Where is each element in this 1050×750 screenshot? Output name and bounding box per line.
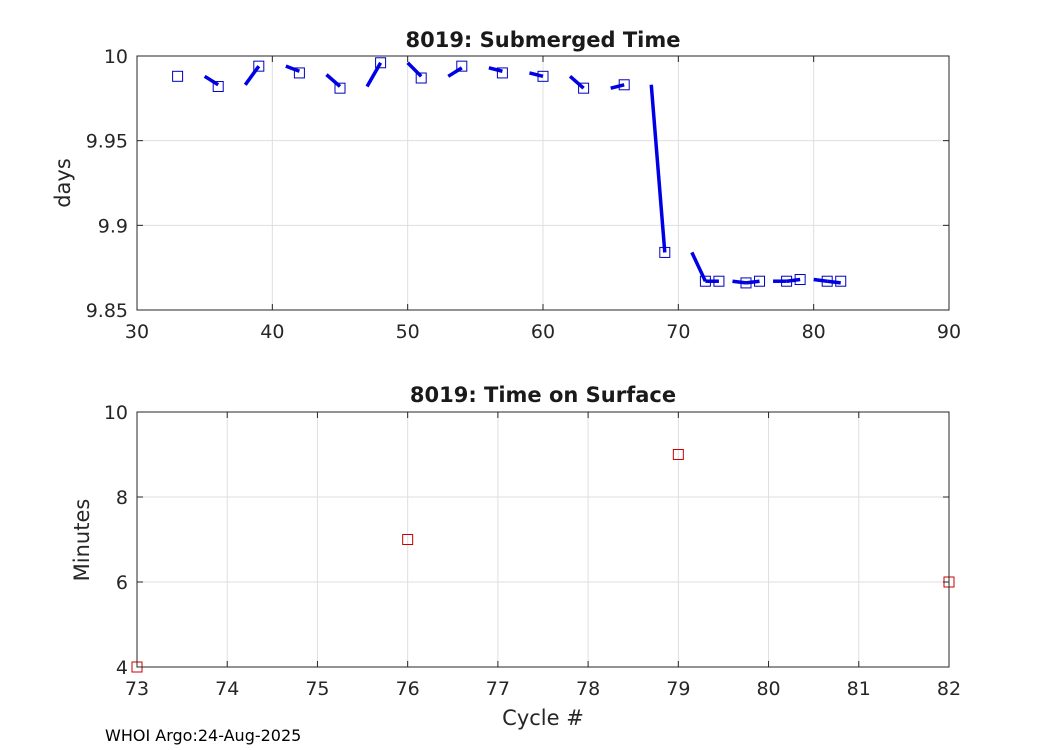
submerged-data-point bbox=[496, 67, 508, 79]
submerged-x-tick-label: 60 bbox=[531, 321, 555, 343]
surface-time-chart: 73 74 75 76 77 78 79 80 81 82 4 6 8 10 8019: Time on… bbox=[70, 383, 961, 730]
submerged-x-tick-label: 40 bbox=[260, 321, 284, 343]
submerged-trend-segment bbox=[325, 73, 342, 88]
submerged-trend-segment bbox=[745, 279, 760, 285]
submerged-data-point bbox=[740, 277, 752, 289]
submerged-y-tick-label: 9.95 bbox=[86, 131, 128, 153]
submerged-y-axis-label: days bbox=[51, 158, 75, 208]
surface-axes-box bbox=[136, 411, 950, 668]
surface-x-tick-label: 75 bbox=[305, 678, 329, 700]
submerged-data-point bbox=[713, 275, 725, 287]
surface-data-point bbox=[672, 449, 684, 460]
submerged-data-point bbox=[172, 70, 184, 82]
submerged-x-tick-label: 30 bbox=[125, 321, 149, 343]
submerged-data-point bbox=[821, 275, 833, 287]
submerged-data-point bbox=[537, 70, 549, 82]
submerged-trend-segment bbox=[826, 279, 841, 285]
submerged-markers bbox=[172, 57, 847, 289]
submerged-x-tick-label: 70 bbox=[666, 321, 690, 343]
submerged-segments bbox=[203, 61, 841, 285]
submerged-data-point bbox=[293, 67, 305, 79]
surface-x-ticks: 73 74 75 76 77 78 79 80 81 82 bbox=[125, 412, 961, 700]
submerged-data-point bbox=[578, 82, 590, 94]
submerged-trend-segment bbox=[649, 84, 667, 253]
submerged-x-tick-label: 90 bbox=[937, 321, 961, 343]
surface-y-tick-label: 10 bbox=[104, 402, 128, 424]
submerged-data-point bbox=[375, 57, 387, 69]
submerged-trend-segment bbox=[568, 75, 585, 90]
submerged-chart-title: 8019: Submerged Time bbox=[405, 28, 680, 52]
surface-x-tick-label: 79 bbox=[666, 678, 690, 700]
submerged-trend-segment bbox=[529, 71, 544, 79]
submerged-data-point bbox=[754, 275, 766, 287]
submerged-x-ticks: 30 40 50 60 70 80 90 bbox=[125, 56, 961, 343]
footer-credit: WHOI Argo:24-Aug-2025 bbox=[105, 726, 301, 745]
submerged-data-point bbox=[659, 246, 671, 258]
submerged-data-point bbox=[618, 79, 630, 91]
surface-y-axis-label: Minutes bbox=[70, 499, 94, 582]
submerged-data-point bbox=[415, 72, 427, 84]
surface-x-tick-label: 74 bbox=[215, 678, 239, 700]
submerged-data-point bbox=[456, 60, 468, 72]
submerged-trend-segment bbox=[203, 74, 220, 87]
surface-x-tick-label: 81 bbox=[847, 678, 871, 700]
submerged-data-point bbox=[334, 82, 346, 94]
surface-chart-title: 8019: Time on Surface bbox=[410, 383, 676, 407]
surface-x-tick-label: 78 bbox=[576, 678, 600, 700]
surface-x-tick-label: 76 bbox=[396, 678, 420, 700]
submerged-trend-segment bbox=[243, 65, 261, 86]
submerged-trend-segment bbox=[732, 279, 747, 285]
surface-x-tick-label: 73 bbox=[125, 678, 149, 700]
submerged-trend-segment bbox=[447, 66, 463, 78]
surface-x-tick-label: 77 bbox=[486, 678, 510, 700]
submerged-data-point bbox=[212, 80, 224, 92]
submerged-trend-segment bbox=[813, 277, 828, 283]
surface-x-tick-label: 80 bbox=[756, 678, 780, 700]
surface-y-tick-label: 6 bbox=[116, 572, 128, 594]
submerged-time-chart: 30 40 50 60 70 80 90 9.85 9.9 9.95 10 8019: Subme… bbox=[51, 28, 961, 343]
surface-y-ticks: 4 6 8 10 bbox=[104, 402, 949, 679]
submerged-trend-segment bbox=[488, 66, 503, 73]
surface-data-point bbox=[402, 534, 414, 545]
submerged-y-tick-label: 9.85 bbox=[86, 300, 128, 322]
submerged-trend-segment bbox=[786, 277, 801, 283]
submerged-data-point bbox=[835, 275, 847, 287]
surface-y-tick-label: 4 bbox=[116, 657, 128, 679]
submerged-trend-segment bbox=[610, 83, 625, 90]
submerged-trend-segment bbox=[365, 61, 383, 88]
submerged-data-point bbox=[699, 275, 711, 287]
submerged-data-point bbox=[781, 275, 793, 287]
submerged-x-tick-label: 50 bbox=[396, 321, 420, 343]
submerged-data-point bbox=[253, 60, 265, 72]
submerged-trend-segment bbox=[285, 64, 301, 73]
submerged-trend-segment bbox=[406, 61, 423, 78]
submerged-x-tick-label: 80 bbox=[802, 321, 826, 343]
surface-plot-area bbox=[137, 412, 949, 667]
surface-x-tick-label: 82 bbox=[937, 678, 961, 700]
submerged-data-point bbox=[794, 274, 806, 286]
surface-y-tick-label: 8 bbox=[116, 487, 128, 509]
submerged-y-tick-label: 10 bbox=[104, 46, 128, 68]
submerged-y-tick-label: 9.9 bbox=[98, 215, 128, 237]
surface-x-axis-label: Cycle # bbox=[502, 706, 584, 730]
submerged-y-ticks: 9.85 9.9 9.95 10 bbox=[86, 46, 949, 322]
